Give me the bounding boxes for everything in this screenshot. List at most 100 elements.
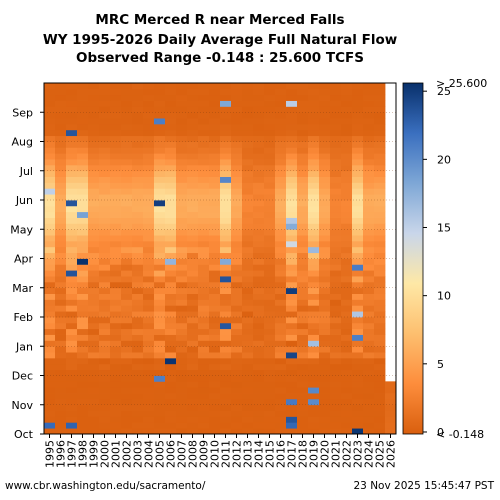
heat-cell bbox=[308, 170, 320, 177]
heat-column-2000 bbox=[99, 83, 111, 435]
heat-cell bbox=[121, 340, 133, 347]
heat-cell bbox=[330, 211, 342, 218]
heat-cell bbox=[44, 258, 56, 265]
heat-cell bbox=[231, 404, 243, 411]
heat-cell bbox=[176, 317, 188, 324]
heat-cell bbox=[231, 258, 243, 265]
heat-cell bbox=[297, 363, 309, 371]
heat-cell bbox=[264, 194, 276, 201]
heat-cell bbox=[319, 270, 331, 277]
heat-cell bbox=[363, 240, 375, 248]
heat-cell bbox=[330, 194, 342, 201]
heat-cell bbox=[176, 123, 188, 131]
heat-cell bbox=[165, 123, 177, 131]
heat-cell bbox=[385, 381, 397, 388]
heat-cell bbox=[176, 246, 188, 254]
heat-cell bbox=[297, 229, 309, 236]
heat-cell bbox=[176, 352, 188, 359]
heat-cell bbox=[220, 205, 232, 213]
heat-cell bbox=[176, 176, 188, 183]
heat-cell bbox=[88, 240, 100, 248]
heat-cell bbox=[110, 422, 122, 429]
heat-cell bbox=[198, 422, 210, 429]
heat-cell bbox=[352, 258, 364, 265]
heat-cell bbox=[341, 258, 353, 265]
heat-cell bbox=[286, 270, 298, 277]
heat-cell bbox=[363, 229, 375, 236]
heat-cell bbox=[209, 352, 221, 359]
heat-cell bbox=[176, 281, 188, 289]
heat-cell bbox=[143, 322, 155, 330]
heat-cell bbox=[352, 200, 364, 207]
heat-cell bbox=[44, 194, 56, 201]
heat-cell bbox=[198, 118, 210, 125]
heat-cell bbox=[66, 235, 78, 242]
heat-cell bbox=[88, 246, 100, 254]
heat-cell bbox=[198, 188, 210, 195]
heat-cell bbox=[209, 106, 221, 113]
heat-cell bbox=[330, 188, 342, 195]
heat-cell bbox=[253, 393, 265, 400]
heat-cell bbox=[330, 276, 342, 283]
heat-cell bbox=[165, 311, 177, 318]
heat-cell bbox=[319, 229, 331, 236]
heat-cell bbox=[231, 147, 243, 154]
heat-cell bbox=[198, 352, 210, 359]
heat-cell bbox=[319, 153, 331, 160]
heat-column-2004 bbox=[143, 83, 155, 435]
heat-cell bbox=[220, 176, 232, 183]
heat-cell bbox=[77, 428, 89, 435]
heat-cell bbox=[66, 381, 78, 388]
heat-cell bbox=[77, 398, 89, 406]
heat-cell bbox=[275, 428, 287, 435]
heat-cell bbox=[66, 346, 78, 353]
heat-cell bbox=[308, 375, 320, 382]
heat-cell bbox=[286, 340, 298, 347]
heat-cell bbox=[88, 410, 100, 417]
heat-cell bbox=[242, 194, 254, 201]
heat-cell bbox=[143, 317, 155, 324]
heat-cell bbox=[242, 281, 254, 289]
heat-cell bbox=[55, 299, 67, 306]
heat-cell bbox=[143, 428, 155, 435]
heat-cell bbox=[231, 235, 243, 242]
heat-cell bbox=[165, 334, 177, 341]
heat-cell bbox=[132, 352, 144, 359]
heat-cell bbox=[44, 404, 56, 411]
heat-cell bbox=[143, 83, 155, 90]
heat-column-1995 bbox=[44, 83, 56, 435]
heat-cell bbox=[341, 410, 353, 417]
heat-cell bbox=[352, 229, 364, 236]
heat-cell bbox=[319, 211, 331, 218]
heat-cell bbox=[308, 422, 320, 429]
footer-source[interactable]: www.cbr.washington.edu/sacramento/ bbox=[5, 480, 206, 492]
heat-cell bbox=[231, 346, 243, 353]
heat-cell bbox=[99, 141, 111, 148]
heat-cell bbox=[99, 147, 111, 154]
heat-cell bbox=[319, 235, 331, 242]
heat-cell bbox=[308, 100, 320, 107]
heat-cell bbox=[363, 94, 375, 101]
y-tick-label-aug: Aug bbox=[12, 136, 33, 149]
heat-cell bbox=[363, 88, 375, 96]
heat-cell bbox=[66, 410, 78, 417]
heat-cell bbox=[165, 287, 177, 294]
heat-cell bbox=[374, 410, 386, 417]
heat-cell bbox=[242, 293, 254, 300]
heat-cell bbox=[110, 346, 122, 353]
heat-cell bbox=[319, 381, 331, 388]
heat-cell bbox=[154, 317, 166, 324]
heat-cell bbox=[363, 428, 375, 435]
heat-cell bbox=[55, 129, 67, 137]
heat-cell bbox=[330, 422, 342, 429]
heat-cell bbox=[55, 328, 67, 335]
heat-cell bbox=[297, 352, 309, 359]
heat-cell bbox=[66, 369, 78, 376]
heat-cell bbox=[55, 135, 67, 142]
heat-cell bbox=[110, 357, 122, 365]
heat-cell bbox=[154, 328, 166, 335]
heat-cell bbox=[121, 422, 133, 429]
heat-cell bbox=[55, 164, 67, 172]
heat-cell bbox=[198, 428, 210, 435]
heat-cell bbox=[264, 381, 276, 388]
